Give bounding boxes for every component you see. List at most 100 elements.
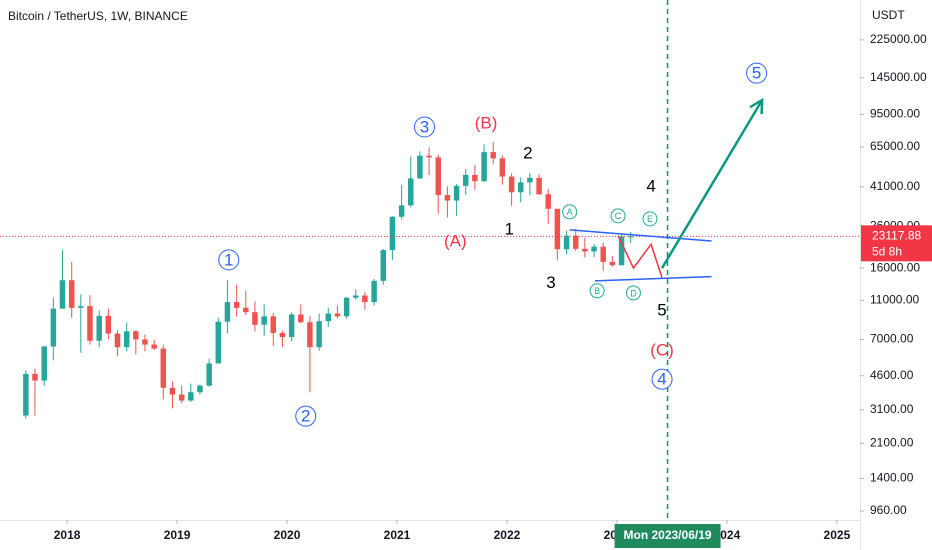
candle-body — [23, 373, 29, 416]
y-tick-label: 95000.00 — [870, 106, 920, 120]
candle-body — [353, 295, 359, 298]
wave-label: A — [567, 207, 573, 217]
y-tick-label: 145000.00 — [870, 70, 927, 84]
candle-body — [499, 158, 506, 177]
candle-body — [123, 331, 130, 348]
y-tick-label: 16000.00 — [870, 260, 920, 274]
wave-label: 1 — [224, 250, 233, 269]
wave-label: 5 — [752, 64, 761, 83]
candle-body — [188, 392, 194, 401]
candle-body — [490, 152, 496, 159]
candle-body — [527, 177, 533, 183]
candle-body — [536, 177, 542, 195]
candle-body — [78, 306, 84, 308]
candle-body — [105, 315, 112, 334]
candle-body — [96, 315, 102, 341]
wave-circle — [562, 204, 578, 220]
candle-body — [206, 363, 212, 386]
last-price-label: 23117.88 — [872, 228, 921, 242]
candle-body — [426, 155, 432, 158]
candle-body — [591, 246, 597, 252]
candle-body — [398, 205, 405, 217]
wave-label: 4 — [657, 370, 666, 389]
candle-body — [371, 280, 377, 303]
candle-body — [417, 155, 423, 179]
candle-body — [609, 261, 616, 266]
candle-body — [472, 174, 478, 182]
trend-line — [660, 99, 764, 269]
wave-label: 5 — [657, 301, 666, 320]
candle-body — [279, 332, 286, 338]
candle-body — [362, 295, 368, 303]
candle-body — [87, 306, 93, 341]
candle-body — [151, 344, 157, 349]
candle-body — [334, 313, 341, 317]
candle-body — [298, 314, 304, 323]
candle-body — [307, 322, 313, 348]
candle-body — [572, 235, 579, 249]
candle-body — [288, 314, 295, 338]
trend-line — [594, 275, 712, 282]
y-tick-label: 7000.00 — [870, 332, 914, 346]
candle-body — [215, 321, 222, 364]
candle-body — [389, 216, 396, 251]
y-tick-label: 41000.00 — [870, 179, 920, 193]
candle-body — [453, 185, 460, 201]
wave-circle — [610, 208, 626, 224]
y-tick-label: 2100.00 — [870, 436, 914, 450]
candle-body — [545, 194, 551, 209]
candle-body — [50, 308, 57, 347]
wave-label: C — [615, 211, 622, 221]
candle-body — [114, 333, 121, 348]
candle-body — [554, 208, 561, 250]
candle-body — [408, 178, 414, 206]
wave-label: 2 — [301, 407, 310, 426]
candle-body — [463, 174, 469, 186]
candle-body — [41, 346, 47, 381]
wave-label: 3 — [420, 117, 429, 136]
y-tick-label: 3100.00 — [870, 402, 914, 416]
candle-body — [160, 348, 167, 388]
x-tick-label: 2022 — [494, 528, 521, 542]
wave-circle — [295, 405, 317, 427]
candle-body — [618, 236, 625, 266]
candle-body — [316, 321, 322, 348]
candle-body — [517, 182, 524, 193]
candle-body — [32, 373, 38, 381]
candle-body — [142, 339, 148, 345]
candle-body — [600, 246, 606, 262]
candle-body — [444, 195, 451, 201]
wave-label: B — [594, 286, 600, 296]
trend-line — [569, 229, 712, 242]
candle-body — [563, 235, 570, 250]
candle-body — [243, 307, 249, 313]
candle-body — [582, 248, 588, 252]
candle-body — [233, 302, 240, 308]
x-tick-label: 2021 — [384, 528, 411, 542]
candle-body — [261, 316, 267, 325]
y-tick-label: 1400.00 — [870, 471, 914, 485]
candle-body — [133, 331, 139, 340]
candle-body — [178, 394, 185, 401]
chart-title: Bitcoin / TetherUS, 1W, BINANCE — [8, 9, 188, 23]
candle-body — [197, 385, 203, 393]
candle-body — [380, 250, 386, 281]
candle-body — [325, 313, 332, 322]
wave-circle — [625, 285, 641, 301]
wave-circle — [414, 116, 436, 138]
wave-label: 2 — [523, 143, 532, 162]
wave-label: 3 — [546, 273, 555, 292]
wave-label: (A) — [444, 231, 467, 250]
x-tick-label: 2025 — [824, 528, 851, 542]
candle-body — [508, 176, 515, 193]
candle-body — [435, 157, 441, 196]
wave-circle — [651, 368, 673, 390]
y-tick-label: 11000.00 — [870, 293, 919, 307]
candle-body — [59, 280, 66, 309]
wave-label: 4 — [646, 176, 655, 195]
wave-label: (B) — [475, 113, 498, 132]
y-tick-label: 225000.00 — [870, 32, 927, 46]
x-tick-label: 2018 — [54, 528, 81, 542]
